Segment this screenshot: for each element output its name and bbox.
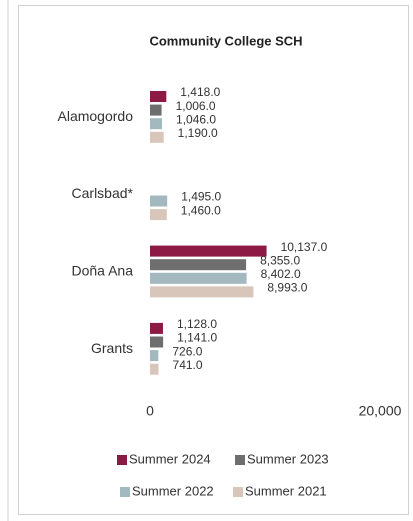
bar <box>150 272 247 284</box>
bar <box>150 131 164 143</box>
legend-label: Summer 2024 <box>129 451 211 466</box>
bar <box>150 118 163 130</box>
bar <box>150 209 167 221</box>
legend-label: Summer 2023 <box>247 451 329 466</box>
bar <box>150 363 159 375</box>
value-label: 1,141.0 <box>177 331 217 345</box>
x-tick-label: 20,000 <box>359 403 402 419</box>
value-label: 1,046.0 <box>176 112 216 126</box>
legend-swatch <box>235 455 245 465</box>
bar <box>150 336 164 348</box>
value-label: 8,402.0 <box>261 267 301 281</box>
category-label: Doña Ana <box>72 263 134 279</box>
value-label: 1,418.0 <box>180 85 220 99</box>
bar <box>150 245 267 257</box>
x-tick-label: 0 <box>146 403 154 419</box>
value-label: 741.0 <box>173 358 203 372</box>
legend-swatch <box>117 455 127 465</box>
value-label: 1,128.0 <box>177 317 217 331</box>
bar <box>150 195 168 207</box>
value-label: 8,355.0 <box>260 253 300 267</box>
legend-label: Summer 2022 <box>132 483 214 498</box>
bar <box>150 259 247 271</box>
bar <box>150 286 254 298</box>
value-label: 726.0 <box>172 344 202 358</box>
bar <box>150 322 163 334</box>
legend-swatch <box>233 487 243 497</box>
legend-swatch <box>120 487 130 497</box>
category-label: Carlsbad* <box>72 185 134 201</box>
bar <box>150 350 159 362</box>
legend-label: Summer 2021 <box>245 483 327 498</box>
value-label: 1,495.0 <box>181 190 221 204</box>
value-label: 1,006.0 <box>176 99 216 113</box>
chart-title: Community College SCH <box>149 33 302 48</box>
category-label: Alamogordo <box>58 108 134 124</box>
value-label: 8,993.0 <box>267 281 307 295</box>
value-label: 10,137.0 <box>281 240 328 254</box>
value-label: 1,190.0 <box>178 126 218 140</box>
bar <box>150 104 162 116</box>
bar <box>150 91 167 102</box>
category-label: Grants <box>91 340 133 356</box>
value-label: 1,460.0 <box>181 203 221 217</box>
